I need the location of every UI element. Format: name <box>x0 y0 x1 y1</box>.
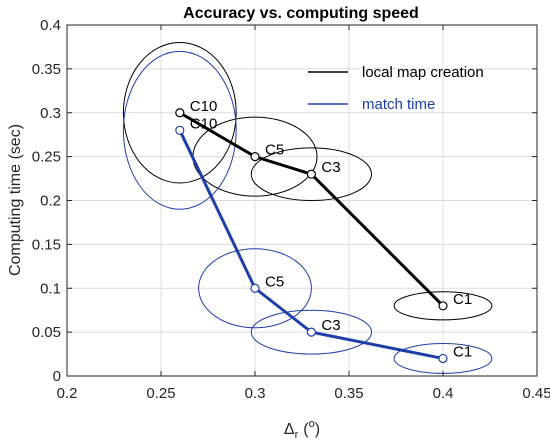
uncertainty-ellipse <box>250 309 373 355</box>
data-point <box>438 353 448 364</box>
x-tick-label: 0.4 <box>433 385 454 402</box>
point-label: C3 <box>321 317 340 334</box>
x-axis-label: Δr (o) <box>284 418 320 441</box>
point-label: C1 <box>453 343 472 360</box>
y-tick-label: 0.05 <box>32 324 61 341</box>
point-label: C3 <box>321 159 340 176</box>
point-label: C5 <box>265 273 284 290</box>
x-tick-label: 0.25 <box>146 385 175 402</box>
data-point <box>250 152 260 162</box>
x-axis-label-paren-close: ) <box>315 421 320 438</box>
legend-label: local map creation <box>362 64 484 81</box>
x-tick-label: 0.35 <box>334 385 363 402</box>
data-point <box>250 283 260 293</box>
uncertainty-ellipse <box>250 147 373 202</box>
y-axis-label: Computing time (sec) <box>7 124 24 276</box>
x-tick-label: 0.3 <box>245 385 266 402</box>
y-tick-label: 0.15 <box>32 236 61 253</box>
legend-label: match time <box>362 96 435 113</box>
uncertainty-ellipse <box>393 291 493 321</box>
data-point <box>438 301 448 311</box>
x-axis-label-superscript: o <box>309 418 315 430</box>
y-tick-label: 0.35 <box>32 61 61 78</box>
series-line <box>178 129 444 360</box>
x-axis-label-subscript: r <box>295 429 299 441</box>
series-line <box>179 111 445 307</box>
data-point <box>175 125 185 135</box>
x-tick-label: 0.2 <box>57 385 78 402</box>
y-tick-label: 0.25 <box>32 149 61 166</box>
point-label: C10 <box>190 98 218 115</box>
y-tick-label: 0 <box>53 368 61 385</box>
data-point <box>175 108 185 118</box>
legend: local map creation match time <box>308 64 484 113</box>
uncertainty-ellipse <box>122 42 237 184</box>
uncertainty-ellipse <box>198 248 312 329</box>
y-tick-label: 0.2 <box>40 193 61 210</box>
x-axis-label-main: Δ <box>284 421 295 438</box>
uncertainty-ellipse <box>122 50 237 210</box>
data-point <box>306 169 316 179</box>
point-label: C1 <box>453 291 472 308</box>
point-label: C10 <box>190 115 218 132</box>
data-point <box>306 327 316 337</box>
y-tick-label: 0.3 <box>40 105 61 122</box>
x-axis-label-paren-open: ( <box>303 421 309 438</box>
point-label: C5 <box>265 142 284 159</box>
y-tick-label: 0.4 <box>40 17 61 34</box>
y-tick-label: 0.1 <box>40 280 61 297</box>
plot-area: C10 C5 C3 C1 C10 C5 C3 C1 0.2 0.25 0.3 0.35 0.4 0.45 0… <box>32 17 550 402</box>
chart-title: Accuracy vs. computing speed <box>183 5 419 22</box>
x-tick-label: 0.45 <box>522 385 550 402</box>
